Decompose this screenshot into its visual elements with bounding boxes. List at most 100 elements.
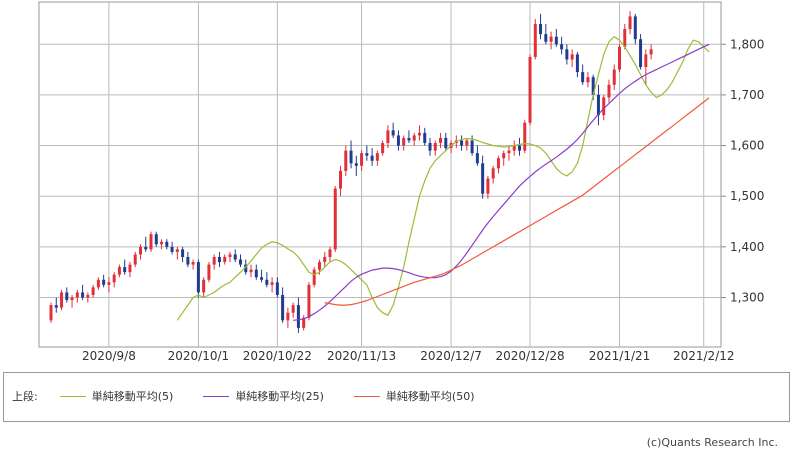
candle-body	[644, 54, 648, 68]
x-tick-label: 2020/12/28	[495, 349, 564, 363]
candle-body	[149, 234, 153, 250]
candle-body	[207, 264, 211, 280]
candle-body	[375, 153, 379, 161]
candle-body	[107, 282, 111, 285]
candle-body	[333, 188, 337, 250]
candle-body	[533, 23, 537, 57]
candle-body	[291, 305, 295, 313]
candles	[49, 11, 653, 333]
candle-body	[428, 143, 432, 151]
y-tick-label: 1,700	[730, 88, 764, 102]
candle-body	[138, 246, 142, 255]
candle-body	[439, 137, 443, 144]
candle-body	[275, 282, 279, 295]
candle-body	[217, 256, 221, 263]
y-tick-label: 1,800	[730, 37, 764, 51]
candle-body	[112, 274, 116, 283]
candle-body	[260, 277, 264, 280]
ma-line-2	[324, 97, 710, 306]
candle-body	[212, 256, 216, 265]
candle-body	[181, 249, 185, 257]
candle-body	[470, 140, 474, 154]
candle-body	[465, 140, 469, 146]
candle-body	[302, 317, 306, 328]
legend-item-ma25: 単純移動平均(25)	[203, 388, 324, 404]
candle-body	[607, 84, 611, 98]
candle-body	[486, 178, 490, 194]
candle-body	[233, 254, 237, 260]
plot-frame	[38, 1, 722, 348]
candle-body	[586, 77, 590, 83]
candle-body	[281, 294, 285, 321]
y-axis-labels: 1,300 1,400 1,500 1,600 1,700 1,800	[730, 37, 764, 304]
candle-body	[186, 256, 190, 265]
candle-body	[596, 94, 600, 116]
candle-body	[460, 140, 464, 146]
candle-body	[628, 16, 632, 30]
candle-body	[365, 153, 369, 156]
candle-body	[639, 39, 643, 68]
candle-body	[517, 145, 521, 151]
candle-body	[633, 16, 637, 40]
y-tick-label: 1,600	[730, 139, 764, 153]
candle-body	[370, 155, 374, 161]
candle-body	[560, 44, 564, 50]
copyright-text: (c)Quants Research Inc.	[646, 436, 778, 449]
candle-body	[396, 135, 400, 146]
candle-body	[75, 292, 79, 298]
candle-body	[96, 279, 100, 288]
candle-body	[223, 256, 227, 263]
candle-body	[512, 145, 516, 151]
candle-body	[202, 279, 206, 293]
x-tick-label: 2020/12/7	[420, 349, 482, 363]
legend-row: 上段: 単純移動平均(5) 単純移動平均(25) 単純移動平均(50)	[12, 388, 505, 404]
candle-body	[228, 254, 232, 257]
candle-body	[123, 267, 127, 273]
candle-body	[339, 170, 343, 189]
candle-body	[481, 163, 485, 194]
legend: 上段: 単純移動平均(5) 単純移動平均(25) 単純移動平均(50)	[3, 372, 790, 422]
candle-body	[354, 163, 358, 166]
candle-body	[312, 269, 316, 285]
x-tick-label: 2020/10/22	[243, 349, 312, 363]
candle-body	[570, 54, 574, 60]
candle-body	[191, 262, 195, 265]
candle-body	[528, 56, 532, 123]
candle-body	[349, 150, 353, 164]
candle-body	[91, 287, 95, 295]
candle-body	[54, 305, 58, 308]
y-tick-label: 1,400	[730, 240, 764, 254]
candle-body	[544, 34, 548, 42]
candle-body	[128, 264, 132, 273]
candle-body	[133, 254, 137, 265]
legend-swatch-ma25	[203, 395, 230, 397]
candle-body	[433, 143, 437, 151]
candle-body	[502, 153, 506, 159]
candle-body	[249, 269, 253, 273]
candle-body	[549, 36, 553, 42]
candle-body	[254, 269, 258, 278]
candle-body	[144, 246, 148, 250]
candle-body	[386, 130, 390, 144]
candle-body	[402, 137, 406, 146]
candle-body	[65, 292, 69, 301]
x-axis-labels: 2020/9/8 2020/10/1 2020/10/22 2020/11/13 202…	[82, 349, 735, 363]
candle-body	[196, 262, 200, 293]
candle-body	[539, 23, 543, 35]
x-tick-label: 2020/10/1	[168, 349, 230, 363]
candle-body	[381, 143, 385, 154]
x-tick-label: 2021/1/21	[589, 349, 651, 363]
candle-body	[307, 284, 311, 318]
candle-body	[554, 36, 558, 45]
candle-body	[344, 150, 348, 171]
candle-body	[407, 137, 411, 141]
candle-body	[523, 122, 527, 151]
moving-averages	[176, 35, 710, 321]
candle-body	[102, 279, 106, 285]
ma-line-1	[293, 43, 710, 321]
candle-body	[612, 69, 616, 85]
candle-body	[175, 249, 179, 252]
candle-body	[170, 246, 174, 252]
candle-body	[602, 97, 606, 116]
candle-body	[270, 282, 274, 285]
